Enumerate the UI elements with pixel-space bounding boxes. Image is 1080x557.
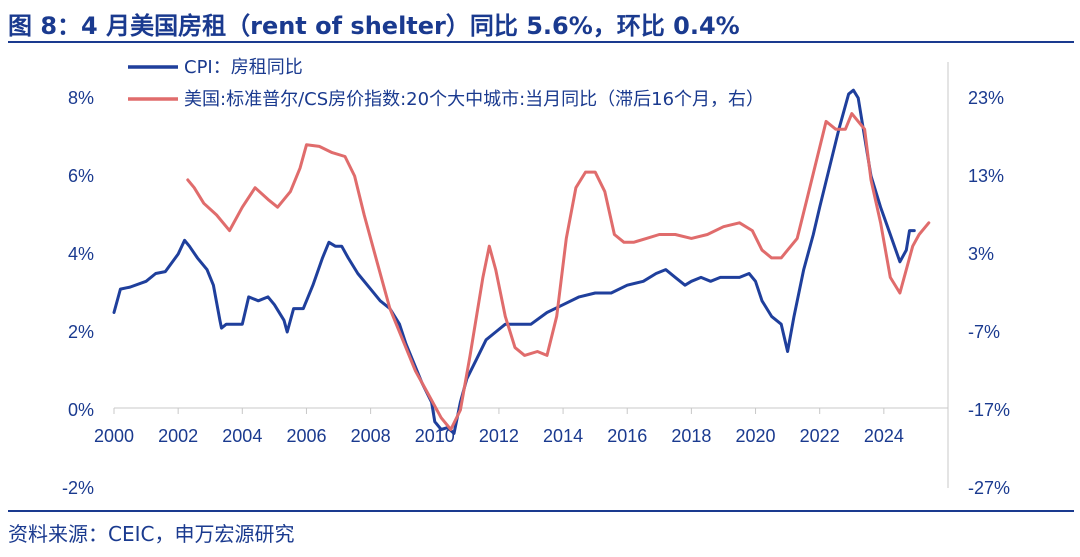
x-tick-label: 2014 [543,426,583,446]
y-right-tick-label: 3% [968,244,994,264]
legend-label-cpi-rent: CPI：房租同比 [184,57,303,78]
series-line-cs-index [186,112,931,431]
x-tick-label: 2008 [351,426,391,446]
x-tick-label: 2000 [94,426,134,446]
x-tick-label: 2012 [479,426,519,446]
y-right-tick-label: -7% [968,322,1000,342]
source-note: 资料来源：CEIC，申万宏源研究 [8,522,295,546]
y-left-tick-label: 6% [68,166,94,186]
footer-rule [8,510,1074,512]
y-right-tick-label: 23% [968,88,1004,108]
x-tick-label: 2024 [864,426,904,446]
x-tick-label: 2020 [736,426,776,446]
x-tick-label: 2018 [671,426,711,446]
x-tick-label: 2004 [222,426,262,446]
series-line-cpi-rent [112,88,916,435]
x-tick-label: 2022 [800,426,840,446]
y-right-tick-label: 13% [968,166,1004,186]
y-left-tick-label: 0% [68,400,94,420]
y-right-tick-label: -27% [968,478,1010,498]
x-tick-label: 2006 [286,426,326,446]
x-tick-label: 2016 [607,426,647,446]
title-rule [8,41,1074,43]
chart-title: 图 8：4 月美国房租（rent of shelter）同比 5.6%，环比 0… [8,12,740,40]
legend-label-cs-index: 美国:标准普尔/CS房价指数:20个大中城市:当月同比（滞后16个月，右） [184,89,764,110]
y-left-tick-label: 8% [68,88,94,108]
y-right-tick-label: -17% [968,400,1010,420]
y-left-tick-label: -2% [62,478,94,498]
x-tick-label: 2010 [415,426,455,446]
y-left-tick-label: 4% [68,244,94,264]
x-tick-label: 2002 [158,426,198,446]
y-left-tick-label: 2% [68,322,94,342]
